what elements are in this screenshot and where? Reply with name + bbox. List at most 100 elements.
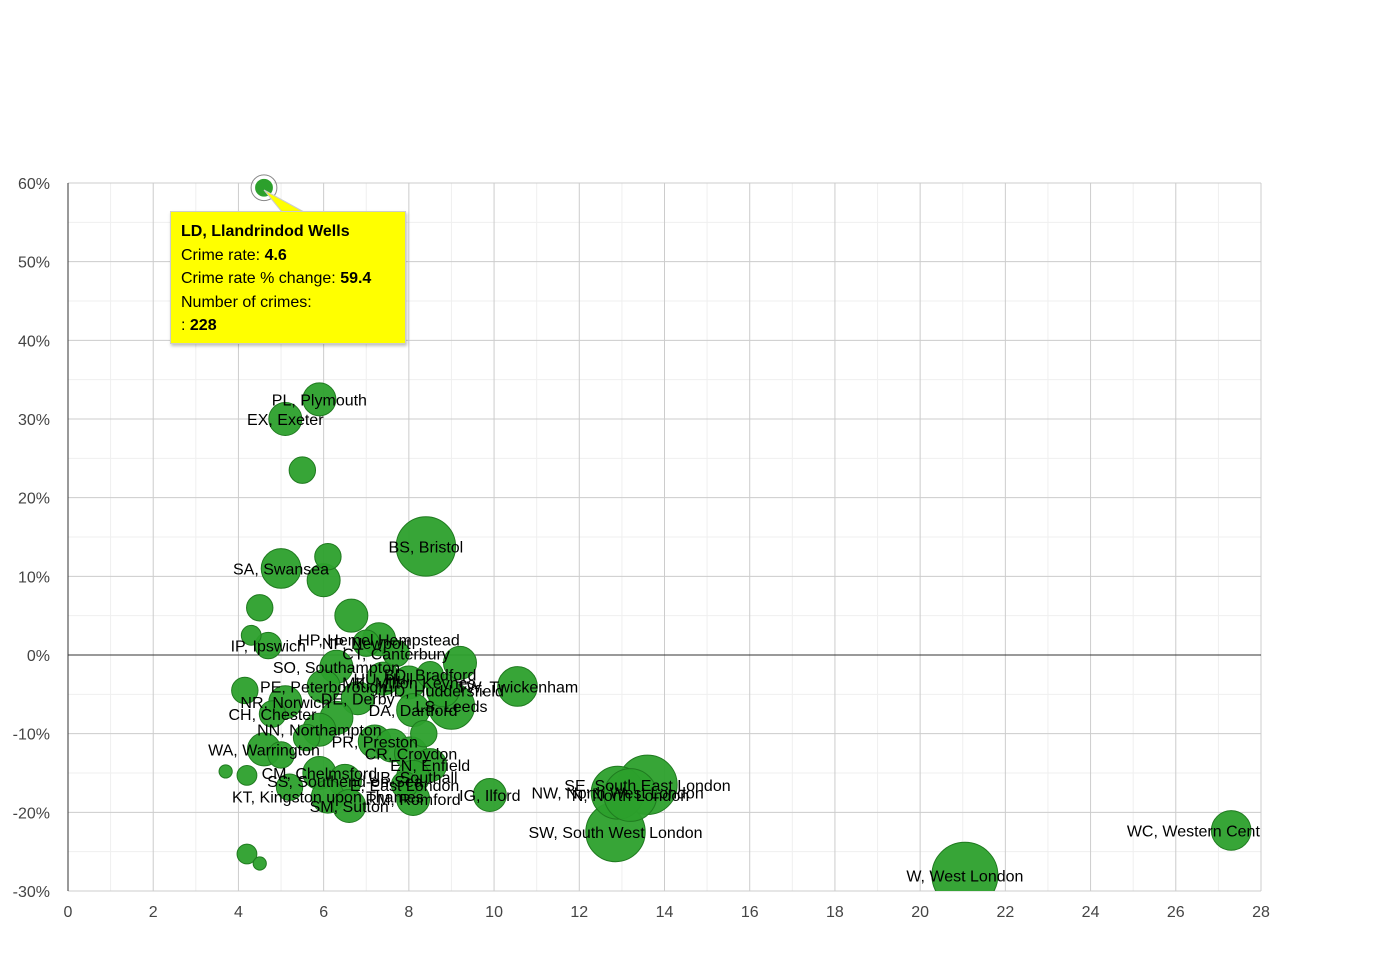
tooltip-rate-label: Crime rate: <box>181 246 261 264</box>
bubble-label: EN, Enfield <box>390 758 470 775</box>
bubble-label: SM, Sutton <box>310 799 389 816</box>
bubble-label: E, East London <box>350 778 459 795</box>
bubble-label: WA, Warrington <box>208 742 320 759</box>
tooltip-count-label: Number of crimes: <box>181 293 312 311</box>
bubble <box>416 660 444 689</box>
bubble <box>236 764 258 786</box>
x-tick-label: 4 <box>234 904 243 921</box>
bubble <box>254 631 282 660</box>
y-tick-label: 40% <box>18 333 50 350</box>
bubble-label: NN, Northampton <box>257 723 382 740</box>
x-tick-label: 28 <box>1252 904 1270 921</box>
y-tick-label: 10% <box>18 569 50 586</box>
bubble-label: LS, Leeds <box>415 699 487 716</box>
bubble <box>472 778 507 813</box>
bubble-label: CR, Croydon <box>365 746 457 763</box>
y-tick-label: 30% <box>18 412 50 429</box>
bubble-label: SO, Southampton <box>273 660 400 677</box>
bubble <box>366 661 401 696</box>
x-tick-label: 16 <box>741 904 759 921</box>
bubble-label: PR, Preston <box>332 735 418 752</box>
bubble-label: DE, Derby <box>321 691 395 708</box>
bubble <box>302 382 337 417</box>
y-tick-label: 20% <box>18 491 50 508</box>
tooltip-change-value: 59.4 <box>340 270 372 287</box>
bubble <box>1210 810 1252 851</box>
bubble <box>352 629 380 657</box>
bubble-label: SA, Swansea <box>233 561 329 578</box>
x-tick-label: 14 <box>656 904 674 921</box>
y-tick-label: -20% <box>13 805 50 822</box>
tooltip-count-value: 228 <box>189 317 217 334</box>
x-tick-label: 8 <box>404 904 413 921</box>
bubble-label: PL, Plymouth <box>272 392 367 409</box>
bubble-label: HP, Hemel Hempstead <box>298 632 460 649</box>
bubble-label: MK, Milton Keynes <box>342 676 475 693</box>
bubble-label: SW, South West London <box>528 825 702 842</box>
x-tick-label: 20 <box>911 904 929 921</box>
bubble <box>442 645 477 680</box>
bubble-label: RM, Romford <box>366 792 461 809</box>
bubble <box>497 666 538 707</box>
bubble-label: KT, Kingston upon Thames <box>232 790 424 807</box>
bubble <box>340 681 375 716</box>
bubble <box>603 768 658 822</box>
x-tick-label: 18 <box>826 904 844 921</box>
y-tick-label: 60% <box>18 176 50 193</box>
tooltip-title: LD, Llandrindod Wells <box>181 223 350 240</box>
bubble <box>246 594 274 622</box>
major-gridlines <box>67 182 1262 892</box>
bubble-highlight-ring <box>250 174 278 202</box>
x-tick-label: 2 <box>149 904 158 921</box>
bubble <box>268 402 303 436</box>
tooltip: LD, Llandrindod Wells Crime rate: 4.6 Cr… <box>170 211 406 344</box>
bubble-label: DA, Dartford <box>369 703 458 720</box>
bubble-label: IG, Ilford <box>459 788 520 805</box>
bubble-label: UB, Southall <box>369 770 458 787</box>
bubble <box>931 841 999 891</box>
bubble-label: HD, Huddersfield <box>382 683 504 700</box>
bubble-label: NP, Newport <box>322 636 411 653</box>
bubble-label: BS, Bristol <box>389 539 464 556</box>
bubble-label: HU, Hull <box>354 672 414 689</box>
x-tick-label: 0 <box>64 904 73 921</box>
bubble <box>240 624 262 646</box>
bubble <box>267 741 295 769</box>
bubble <box>334 598 369 633</box>
bubble-label: TW, Twickenham <box>457 679 579 696</box>
bubble-label: EX, Exeter <box>247 412 324 429</box>
bubble-label: SS, Southend-on-Sea <box>267 774 423 791</box>
bubble <box>288 456 317 484</box>
bubble-label: BD, Bradford <box>384 668 476 685</box>
bubble <box>306 669 341 704</box>
bubble-label: PE, Peterborough <box>260 679 387 696</box>
bubble <box>252 856 267 871</box>
y-tick-label: -10% <box>13 727 50 744</box>
bubble <box>410 719 438 748</box>
bubble <box>258 700 287 728</box>
tooltip-rate-value: 4.6 <box>264 246 287 264</box>
bubble <box>218 764 233 779</box>
x-axis-ticks: 0 2 4 6 8 10 12 14 16 18 20 22 24 26 28 <box>64 904 1270 921</box>
bubble <box>332 789 367 824</box>
bubble <box>236 843 258 865</box>
y-tick-label: -30% <box>13 884 50 901</box>
bubble-label: CM, Chelmsford <box>262 766 378 783</box>
bubble <box>231 676 259 705</box>
bubble-label: SE, South East London <box>564 778 730 795</box>
bubble-label: NR, Norwich <box>240 695 330 712</box>
y-tick-label: 0% <box>27 648 50 665</box>
bubble-labels: PL, Plymouth EX, Exeter BS, Bristol SA, Swa… <box>208 392 1336 885</box>
x-tick-label: 24 <box>1082 904 1100 921</box>
bubble <box>275 773 304 801</box>
x-tick-label: 12 <box>570 904 588 921</box>
bubble <box>382 639 410 668</box>
bubbles <box>218 174 1252 891</box>
bubble-label: WC, Western Central London <box>1127 823 1336 840</box>
x-tick-label: 22 <box>996 904 1014 921</box>
x-tick-label: 10 <box>485 904 503 921</box>
bubble <box>260 548 302 589</box>
bubble-label: NW, North West London <box>532 786 704 803</box>
bubble <box>292 723 321 752</box>
